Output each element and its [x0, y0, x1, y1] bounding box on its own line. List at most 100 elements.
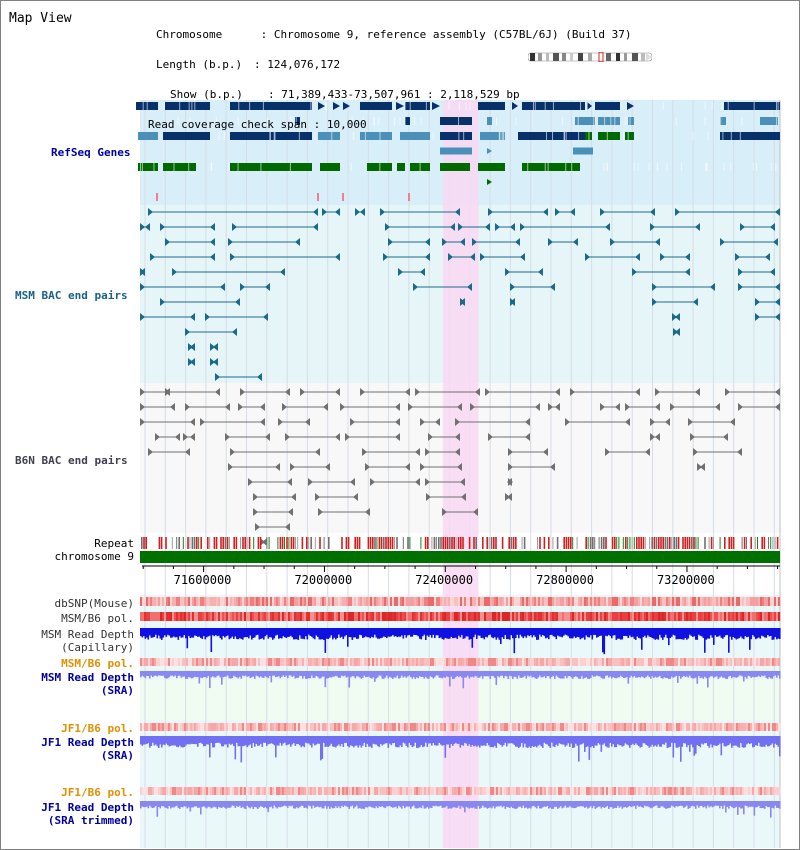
label-refseq-genes[interactable]: RefSeq Genes	[51, 146, 131, 159]
jf1-pol-cell	[738, 723, 741, 731]
gene-exon	[628, 117, 634, 125]
jf1-pol-cell	[272, 723, 275, 731]
msm-depth-cap-bar	[429, 628, 432, 636]
jf1-depth-trim-bar	[549, 801, 552, 808]
msm-depth-sra-bar	[413, 671, 415, 678]
jf1-pol-2-cell	[358, 787, 361, 795]
msm-depth-cap-bar	[518, 628, 520, 639]
dbsnp-cell	[644, 597, 647, 606]
msm-depth-sra-bar	[335, 671, 337, 676]
label-jf1-b6-pol[interactable]: JF1/B6 pol.	[61, 722, 134, 735]
chromosome-ideogram[interactable]	[528, 52, 652, 62]
jf1-pol-2-cell	[508, 787, 511, 795]
msm-depth-cap-bar	[159, 628, 162, 639]
label-msm-bac[interactable]: MSM BAC end pairs	[15, 289, 128, 302]
jf1-pol-2-cell	[264, 787, 267, 795]
jf1-pol-cell	[512, 723, 515, 731]
jf1-depth-sra-bar	[633, 736, 636, 746]
msm-depth-sra-bar	[156, 671, 159, 677]
jf1-depth-sra-bar	[483, 736, 486, 746]
repeat-mark	[754, 537, 756, 549]
msm-depth-sra-bar	[539, 671, 541, 676]
msm-depth-cap-bar	[621, 628, 624, 640]
jf1-depth-trim-bar	[746, 801, 748, 806]
jf1-depth-sra-bar	[468, 736, 471, 745]
msm-depth-cap-bar	[242, 628, 244, 640]
label-b6n-bac[interactable]: B6N BAC end pairs	[15, 454, 128, 467]
repeat-mark	[220, 537, 222, 549]
label-repeat[interactable]: Repeat	[94, 537, 134, 550]
msm-pol-sra-cell	[214, 658, 217, 666]
jf1-pol-cell	[640, 723, 643, 731]
jf1-pol-cell	[460, 723, 463, 731]
label-msm-read-depth-cap[interactable]: MSM Read Depth	[41, 628, 134, 641]
msm-depth-sra-bar	[599, 671, 601, 677]
msm-depth-cap-bar	[564, 628, 567, 635]
msm-depth-sra-bar	[273, 671, 276, 676]
msm-depth-cap-bar	[201, 628, 204, 639]
label-msm-read-depth-sra[interactable]: MSM Read Depth	[41, 671, 134, 684]
jf1-depth-trim-bar	[309, 801, 312, 807]
msm-depth-sra-bar	[228, 671, 231, 679]
jf1-pol-2-cell	[302, 787, 305, 795]
dbsnp-cell	[322, 597, 325, 606]
jf1-depth-sra-bar	[242, 736, 244, 747]
repeat-mark	[605, 537, 607, 549]
msm-depth-cap-bar	[305, 628, 307, 637]
msm-bac-end	[693, 298, 698, 306]
msm-pol-sra-cell	[422, 658, 425, 666]
msm-pol-sra-cell	[724, 658, 727, 666]
jf1-depth-trim-bar	[683, 801, 685, 808]
jf1-depth-sra-bar	[167, 736, 169, 745]
msm-bac-end	[213, 343, 218, 351]
label-msm-b6-pol[interactable]: MSM/B6 pol.	[61, 612, 134, 625]
msm-pol-sra-cell	[596, 658, 599, 666]
dbsnp-cell	[366, 597, 369, 606]
jf1-depth-sra-bar	[497, 736, 499, 743]
repeat-mark	[642, 537, 645, 549]
msm-depth-cap-bar	[405, 628, 408, 638]
repeat-mark	[633, 537, 635, 549]
label-jf1-b6-pol-2[interactable]: JF1/B6 pol.	[61, 786, 134, 799]
jf1-depth-trim-bar	[324, 801, 327, 806]
dbsnp-cell	[730, 597, 733, 606]
msm-bac-end	[322, 208, 327, 216]
exon-tick	[404, 102, 406, 110]
msm-depth-cap-bar	[152, 628, 154, 638]
jf1-pol-2-cell	[396, 787, 399, 795]
msm-depth-sra-bar	[153, 671, 156, 676]
jf1-pol-2-cell	[262, 787, 265, 795]
jf1-depth-trim-bar	[308, 801, 310, 806]
exon-tick	[238, 102, 240, 110]
msm-pol-sra-cell	[612, 658, 615, 666]
msm-depth-cap-bar	[275, 628, 277, 636]
dbsnp-cell	[262, 597, 265, 606]
label-dbsnp[interactable]: dbSNP(Mouse)	[54, 597, 134, 610]
label-jf1-read-depth-trim[interactable]: JF1 Read Depth	[41, 801, 134, 814]
msm-pol-sra-cell	[758, 658, 761, 666]
jf1-pol-cell	[378, 723, 381, 731]
label-msm-b6-pol-sra[interactable]: MSM/B6 pol.	[61, 657, 134, 670]
msm-depth-cap-bar	[641, 628, 643, 650]
msm-depth-sra-bar	[386, 671, 388, 676]
msm-depth-sra-bar	[339, 671, 342, 678]
jf1-depth-trim-bar	[396, 801, 399, 809]
jf1-depth-trim-bar	[563, 801, 565, 808]
dbsnp-cell	[640, 597, 643, 606]
jf1-depth-trim-bar	[431, 801, 433, 809]
msm-depth-sra-bar	[555, 671, 558, 676]
jf1-pol-cell	[602, 723, 605, 731]
dbsnp-cell	[230, 597, 233, 606]
b6n-bac-end	[405, 388, 410, 396]
msm-pol-cell	[256, 612, 259, 621]
jf1-depth-trim-bar	[777, 801, 780, 808]
msm-pol-sra-cell	[712, 658, 715, 666]
msm-depth-cap-bar	[695, 628, 697, 640]
msm-depth-sra-bar	[575, 671, 577, 677]
jf1-pol-2-cell	[230, 787, 233, 795]
msm-pol-cell	[142, 612, 145, 621]
jf1-pol-2-cell	[622, 787, 625, 795]
label-jf1-read-depth-sra[interactable]: JF1 Read Depth	[41, 736, 134, 749]
jf1-depth-trim-bar	[509, 801, 511, 808]
jf1-depth-sra-bar	[366, 736, 369, 744]
